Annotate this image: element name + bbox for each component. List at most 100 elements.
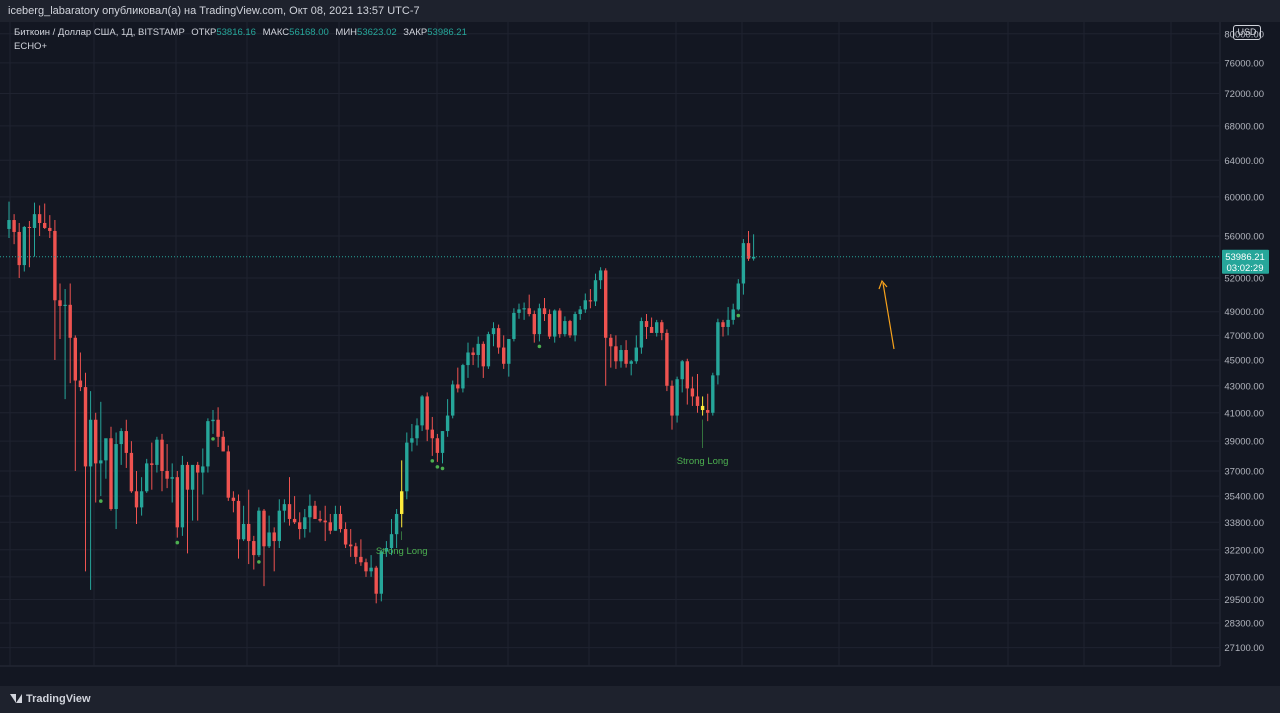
candle-body: [609, 337, 613, 347]
candle-body: [568, 321, 572, 336]
candle-body: [532, 314, 536, 335]
candle-body: [318, 518, 322, 521]
candle-body: [619, 350, 623, 362]
candle-body: [690, 388, 695, 397]
footer-bar: TradingView: [0, 686, 1280, 713]
candle-body: [241, 523, 246, 540]
candle-body: [466, 352, 470, 366]
candle-body: [440, 431, 445, 453]
candle-body: [430, 429, 434, 439]
candle-body: [563, 321, 567, 335]
signal-dot: [257, 560, 261, 564]
candle-body: [231, 497, 236, 501]
candle-body: [629, 361, 633, 364]
candle-body: [655, 322, 659, 333]
y-tick-label: 72000.00: [1224, 89, 1264, 100]
y-tick-label: 45000.00: [1224, 356, 1264, 367]
candle-body: [196, 464, 200, 473]
strong-long-label: Strong Long: [376, 546, 428, 557]
candle-body: [58, 300, 62, 306]
candle-body: [537, 308, 542, 335]
candle-body: [496, 328, 501, 348]
candle-body: [726, 319, 730, 327]
candle-body: [374, 567, 378, 594]
candle-body: [583, 300, 587, 310]
tradingview-logo[interactable]: TradingView: [10, 693, 91, 705]
candle-body: [731, 309, 735, 320]
y-tick-label: 33800.00: [1224, 518, 1264, 529]
candle-body: [665, 332, 669, 386]
y-tick-label: 27100.00: [1224, 643, 1264, 654]
signal-dot: [537, 344, 542, 349]
signal-dot: [175, 540, 180, 545]
candle-body: [491, 328, 496, 335]
tradingview-logo-icon: [10, 694, 22, 703]
candle-body: [272, 532, 276, 542]
signal-dot: [440, 466, 445, 471]
candle-body: [37, 214, 42, 223]
candle-body: [598, 270, 603, 281]
candle-body: [716, 322, 720, 376]
candle-body: [507, 338, 511, 364]
indicator-legend[interactable]: ECHO+: [14, 41, 47, 52]
candle-body: [547, 314, 552, 337]
candle-body: [415, 425, 419, 439]
candle-body: [471, 352, 475, 355]
candle-body: [420, 396, 424, 426]
y-tick-label: 29500.00: [1224, 595, 1264, 606]
y-tick-label: 60000.00: [1224, 192, 1264, 203]
y-tick-label: 52000.00: [1224, 274, 1264, 285]
candle-body: [139, 491, 144, 508]
y-tick-label: 80000.00: [1224, 29, 1264, 40]
candle-body: [435, 438, 440, 453]
y-tick-label: 56000.00: [1224, 232, 1264, 243]
price-chart[interactable]: 80000.00 76000.00 72000.00 68000.00 64000.00…: [0, 22, 1280, 683]
candle-body: [405, 442, 409, 492]
currency-badge[interactable]: USD: [1233, 25, 1261, 40]
candle-body: [670, 385, 674, 416]
y-tick-label: 49000.00: [1224, 307, 1264, 318]
candle-body: [461, 365, 465, 389]
candle-body: [298, 522, 302, 530]
candle-body: [308, 505, 312, 518]
candle-body: [99, 460, 103, 464]
candle-body: [343, 529, 348, 545]
candle-body: [68, 304, 72, 338]
candle-body: [247, 523, 251, 542]
last-price-tag: [1222, 249, 1269, 274]
y-tick-label: 28300.00: [1224, 619, 1264, 630]
candle-body: [73, 337, 77, 381]
candle-body: [7, 220, 11, 229]
candle-body: [558, 310, 562, 335]
candle-body: [109, 438, 113, 510]
y-tick-label: 30700.00: [1224, 572, 1264, 583]
candle-body: [170, 477, 174, 479]
candle-body: [389, 534, 394, 549]
y-tick-label: 35400.00: [1224, 492, 1264, 503]
candle-body: [333, 513, 338, 531]
candle-body: [155, 439, 159, 465]
open-label: ОТКР: [191, 27, 217, 38]
candle-body: [83, 387, 88, 467]
candle-body: [150, 463, 154, 465]
brand-name: TradingView: [26, 693, 91, 705]
candle-body: [588, 300, 593, 302]
candle-body: [282, 504, 287, 511]
candle-body: [104, 438, 108, 461]
candle-body: [660, 322, 664, 333]
candle-body: [267, 532, 271, 547]
candle-body: [680, 361, 684, 380]
publisher-bar: iceberg_labaratory опубликовал(а) на Tra…: [0, 0, 1280, 22]
candle-body: [354, 546, 358, 557]
candle-body: [63, 304, 67, 306]
chart-area[interactable]: 80000.00 76000.00 72000.00 68000.00 64000.00…: [0, 22, 1280, 683]
candle-body: [78, 380, 83, 388]
candle-body: [17, 231, 21, 266]
candle-body: [700, 405, 705, 411]
candle-body: [206, 421, 210, 467]
y-tick-label: 37000.00: [1224, 467, 1264, 478]
candle-body: [221, 436, 225, 452]
signal-dot: [435, 465, 440, 469]
candle-body: [303, 517, 307, 530]
candle-body: [706, 410, 710, 413]
